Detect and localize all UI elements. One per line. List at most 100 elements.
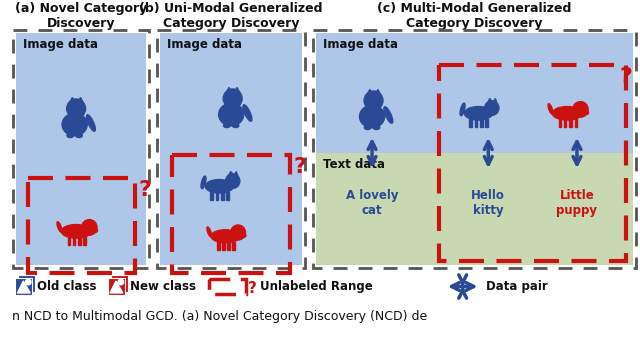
Bar [15, 278, 32, 295]
Text: Little
puppy: Little puppy [556, 189, 598, 217]
Polygon shape [228, 172, 234, 176]
Ellipse shape [384, 107, 393, 123]
Bar [480, 119, 483, 127]
Circle shape [573, 102, 588, 117]
Polygon shape [234, 87, 240, 94]
Ellipse shape [548, 104, 553, 114]
Ellipse shape [205, 179, 234, 193]
Text: (b) Uni-Modal Generalized
Category Discovery: (b) Uni-Modal Generalized Category Disco… [140, 2, 323, 30]
Ellipse shape [552, 107, 582, 120]
Bar [221, 192, 224, 200]
Bar [111, 275, 128, 292]
Polygon shape [488, 98, 493, 103]
Bar [73, 237, 76, 245]
Ellipse shape [76, 134, 83, 138]
Text: ?: ? [138, 180, 151, 200]
Polygon shape [110, 281, 123, 293]
Ellipse shape [211, 230, 239, 243]
Bar [485, 119, 488, 127]
Bar [19, 275, 35, 292]
Text: Text data: Text data [323, 158, 385, 171]
Ellipse shape [460, 103, 465, 116]
Bar [28, 178, 134, 273]
Circle shape [223, 89, 242, 108]
Ellipse shape [373, 126, 380, 130]
Text: (c) Multi-Modal Generalized
Category Discovery: (c) Multi-Modal Generalized Category Dis… [378, 2, 572, 30]
Ellipse shape [57, 222, 62, 232]
Bar [564, 119, 566, 127]
Polygon shape [374, 90, 381, 95]
Bar [227, 192, 229, 200]
Polygon shape [367, 90, 374, 95]
Text: Hello
kitty: Hello kitty [472, 189, 505, 217]
Bar [78, 237, 81, 245]
Bar [232, 242, 235, 249]
Bar [160, 33, 302, 265]
Ellipse shape [201, 176, 206, 189]
Ellipse shape [243, 105, 252, 121]
Ellipse shape [234, 233, 238, 241]
Circle shape [82, 220, 97, 235]
Ellipse shape [207, 227, 212, 237]
Text: ?: ? [620, 67, 633, 87]
Bar [13, 30, 149, 268]
Ellipse shape [232, 123, 239, 128]
Polygon shape [493, 98, 497, 103]
Circle shape [26, 279, 31, 285]
Bar [575, 119, 577, 127]
Ellipse shape [223, 123, 230, 128]
Ellipse shape [240, 234, 246, 237]
Bar [227, 242, 230, 249]
Ellipse shape [364, 126, 371, 130]
Text: n NCD to Multimodal GCD. (a) Novel Category Discovery (NCD) de: n NCD to Multimodal GCD. (a) Novel Categ… [12, 310, 427, 323]
Polygon shape [226, 87, 233, 94]
Circle shape [484, 101, 499, 115]
Ellipse shape [86, 115, 95, 131]
Bar [108, 278, 125, 295]
Polygon shape [77, 97, 84, 104]
Text: A lovely
cat: A lovely cat [346, 189, 398, 217]
Text: ?: ? [294, 157, 307, 177]
Bar [172, 155, 291, 273]
Bar [209, 279, 246, 294]
Bar [313, 30, 636, 268]
Text: New class: New class [130, 280, 196, 293]
Text: Image data: Image data [323, 38, 398, 51]
Text: Old class: Old class [37, 280, 97, 293]
Bar [17, 33, 147, 265]
Bar [217, 242, 220, 249]
Ellipse shape [62, 113, 87, 136]
Ellipse shape [92, 228, 97, 233]
Bar [222, 242, 225, 249]
Ellipse shape [67, 134, 74, 138]
Text: Unlabeled Range: Unlabeled Range [260, 280, 372, 293]
Bar [470, 119, 472, 127]
Bar [439, 65, 626, 261]
Bar [570, 119, 572, 127]
Polygon shape [69, 97, 76, 104]
Polygon shape [234, 172, 238, 176]
Ellipse shape [219, 103, 244, 126]
Ellipse shape [582, 110, 589, 115]
Bar [83, 237, 86, 245]
Circle shape [67, 99, 86, 118]
Bar [475, 119, 477, 127]
Circle shape [225, 174, 240, 188]
Ellipse shape [85, 228, 90, 236]
Text: (a) Novel Category
Discovery: (a) Novel Category Discovery [15, 2, 148, 30]
Bar [68, 237, 70, 245]
Bar [559, 119, 561, 127]
Ellipse shape [360, 105, 385, 128]
Bar [216, 192, 218, 200]
Ellipse shape [465, 107, 493, 120]
Circle shape [364, 91, 383, 110]
Text: Image data: Image data [167, 38, 242, 51]
Text: ?: ? [248, 281, 257, 296]
Ellipse shape [576, 110, 580, 118]
Circle shape [118, 279, 124, 285]
Polygon shape [17, 281, 30, 293]
Bar [211, 192, 213, 200]
Text: Data pair: Data pair [486, 280, 548, 293]
Text: Image data: Image data [23, 38, 99, 51]
Ellipse shape [61, 225, 91, 238]
